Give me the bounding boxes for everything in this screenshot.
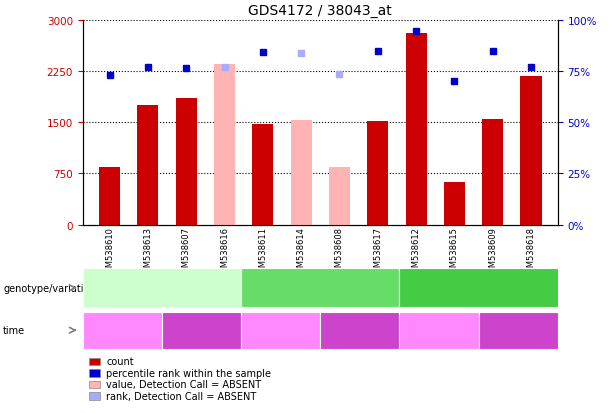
Text: 9 hours: 9 hours [500, 325, 536, 335]
Bar [367, 122, 388, 225]
Text: 6 hours: 6 hours [104, 325, 141, 335]
Text: 9 hours: 9 hours [183, 325, 220, 335]
Text: value, Detection Call = ABSENT: value, Detection Call = ABSENT [106, 380, 261, 389]
Text: (PML-RAR)α: (PML-RAR)α [292, 283, 349, 293]
Bar [253, 125, 273, 225]
Bar [329, 167, 350, 225]
Bar [482, 119, 503, 225]
Bar [214, 65, 235, 225]
Bar [99, 167, 120, 225]
Bar [176, 99, 197, 225]
Title: GDS4172 / 38043_at: GDS4172 / 38043_at [248, 4, 392, 18]
Text: 6 hours: 6 hours [421, 325, 457, 335]
Text: rank, Detection Call = ABSENT: rank, Detection Call = ABSENT [106, 391, 256, 401]
Bar [520, 76, 541, 225]
Bar [406, 34, 427, 225]
Bar [291, 121, 311, 225]
Text: control: control [145, 283, 179, 293]
Text: percentile rank within the sample: percentile rank within the sample [106, 368, 271, 378]
Text: genotype/variation: genotype/variation [3, 283, 96, 293]
Text: count: count [106, 356, 134, 366]
Bar [444, 182, 465, 225]
Text: PR2VR (cleavage resistant
mutant): PR2VR (cleavage resistant mutant) [414, 277, 543, 299]
Bar [137, 106, 158, 225]
Text: 6 hours: 6 hours [262, 325, 299, 335]
Text: 9 hours: 9 hours [341, 325, 378, 335]
Text: time: time [3, 325, 25, 335]
